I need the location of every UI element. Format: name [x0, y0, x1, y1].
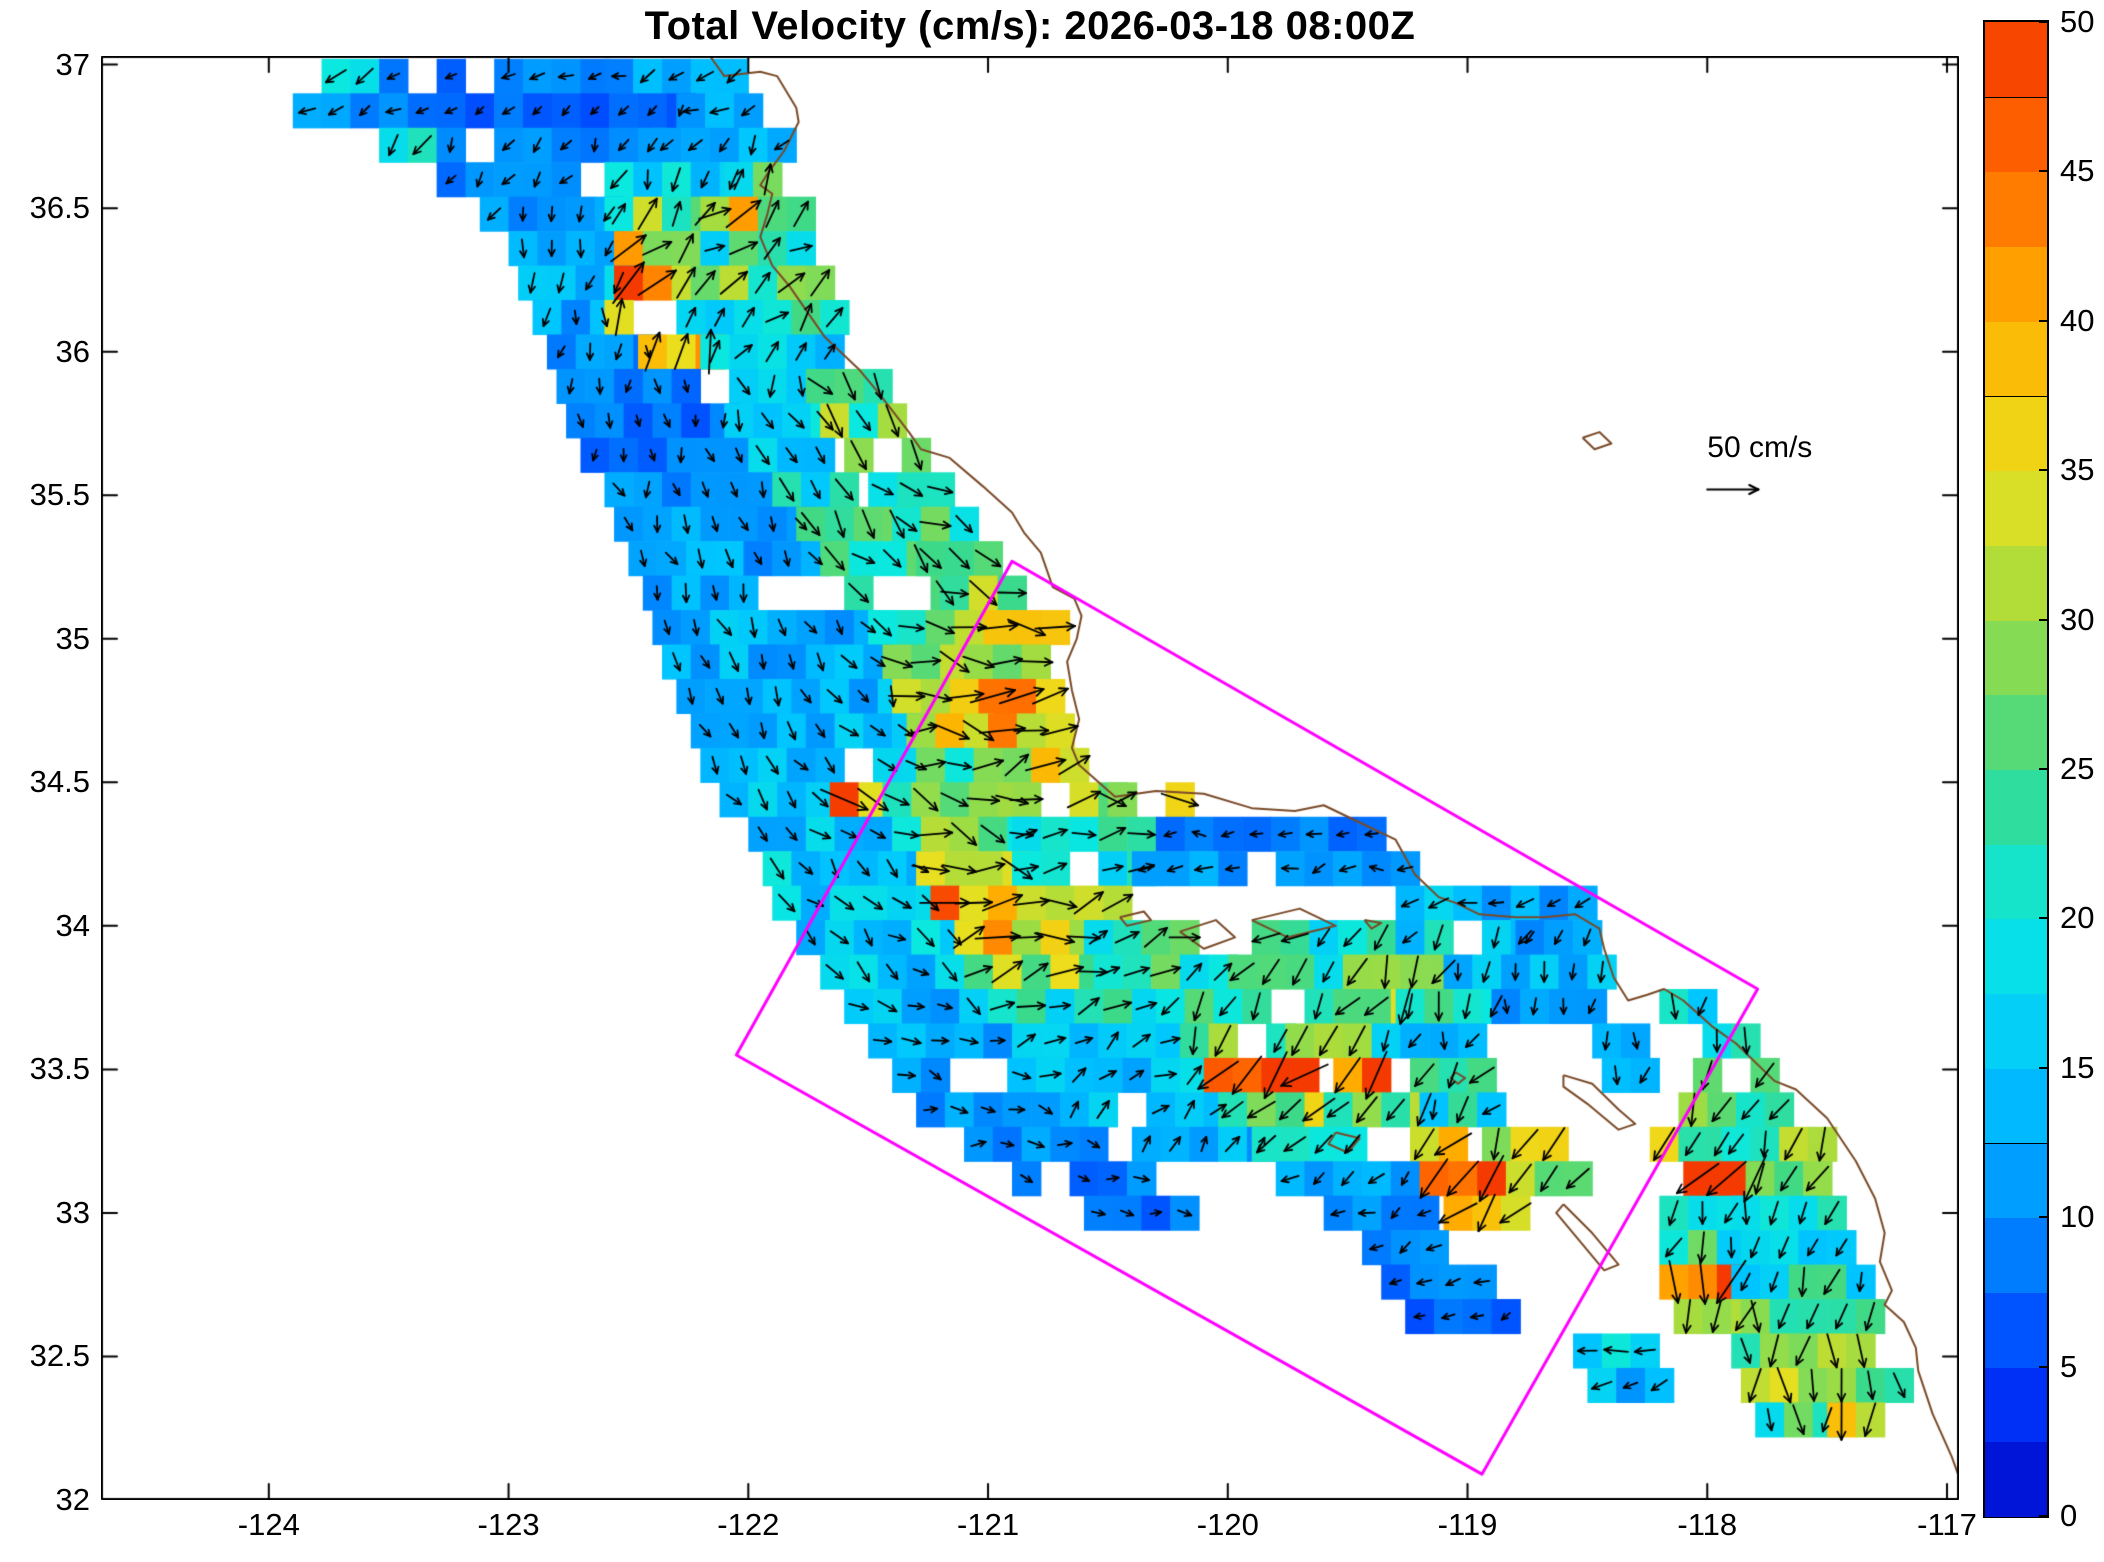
colorbar-tick-mark [2039, 1066, 2049, 1069]
colorbar-tick-label: 10 [2060, 1199, 2095, 1235]
y-tick-label: 35.5 [29, 477, 90, 513]
y-tick-label: 34.5 [29, 764, 90, 800]
colorbar-tick-mark [2039, 1216, 2049, 1219]
colorbar-segment [1985, 1067, 2047, 1144]
colorbar-tick-mark [2039, 1365, 2049, 1368]
colorbar-tick-mark [2039, 618, 2049, 621]
colorbar-segment [1985, 470, 2047, 546]
colorbar-tick-label: 40 [2060, 302, 2095, 338]
colorbar-segment [1985, 619, 2047, 696]
colorbar-segment [1985, 1217, 2047, 1293]
colorbar-tick-label: 15 [2060, 1049, 2095, 1085]
colorbar-tick-mark [2039, 768, 2049, 770]
y-tick-label: 32.5 [29, 1338, 90, 1374]
colorbar-tick-mark [2039, 917, 2049, 920]
y-tick-label: 37 [55, 46, 90, 82]
x-tick-label: -123 [477, 1507, 540, 1542]
y-tick-label: 36.5 [29, 190, 90, 226]
colorbar-segment [1985, 918, 2047, 995]
colorbar-tick-label: 30 [2060, 601, 2095, 637]
y-tick-label: 33.5 [29, 1051, 90, 1087]
colorbar-tick-label: 20 [2060, 900, 2095, 936]
x-tick-label: -124 [237, 1507, 300, 1542]
x-tick-label: -118 [1677, 1507, 1738, 1542]
colorbar-tick-label: 25 [2060, 751, 2095, 786]
colorbar-tick-mark [2039, 469, 2049, 472]
colorbar-segment [1985, 395, 2047, 472]
colorbar-tick-label: 45 [2060, 153, 2095, 189]
colorbar-tick-label: 35 [2060, 452, 2095, 488]
y-tick-label: 32 [55, 1482, 90, 1517]
colorbar-segment [1985, 1441, 2047, 1517]
x-tick-label: -120 [1196, 1507, 1259, 1542]
velocity-map-canvas [101, 56, 1959, 1500]
colorbar-tick-label: 5 [2060, 1348, 2078, 1384]
y-tick-label: 34 [55, 907, 90, 943]
colorbar-segment [1985, 96, 2047, 173]
x-tick-label: -121 [957, 1507, 1020, 1542]
colorbar-segment [1985, 694, 2047, 770]
colorbar-segment [1985, 1142, 2047, 1219]
x-tick-label: -122 [717, 1507, 780, 1542]
reference-arrow-label: 50 cm/s [1707, 431, 1813, 465]
colorbar-segment [1985, 1366, 2047, 1443]
colorbar-segment [1985, 171, 2047, 248]
y-tick-label: 33 [55, 1194, 90, 1230]
colorbar-segment [1985, 22, 2047, 97]
colorbar [1983, 20, 2049, 1518]
x-tick-label: -117 [1917, 1507, 1977, 1542]
chart-title: Total Velocity (cm/s): 2026-03-18 08:00Z [644, 4, 1416, 48]
colorbar-tick-label: 0 [2060, 1498, 2078, 1533]
colorbar-segment [1985, 993, 2047, 1069]
colorbar-tick-mark [2039, 21, 2049, 23]
colorbar-segment [1985, 843, 2047, 920]
y-tick-label: 36 [55, 333, 90, 369]
colorbar-tick-mark [2039, 170, 2049, 173]
x-tick-label: -119 [1437, 1507, 1498, 1542]
colorbar-segment [1985, 246, 2047, 322]
y-tick-label: 35 [55, 620, 90, 656]
colorbar-tick-mark [2039, 1515, 2049, 1517]
colorbar-segment [1985, 769, 2047, 845]
colorbar-tick-label: 50 [2060, 4, 2095, 39]
plot-area [101, 56, 1959, 1500]
colorbar-tick-mark [2039, 319, 2049, 322]
colorbar-segment [1985, 1291, 2047, 1368]
colorbar-segment [1985, 320, 2047, 397]
colorbar-segment [1985, 544, 2047, 621]
